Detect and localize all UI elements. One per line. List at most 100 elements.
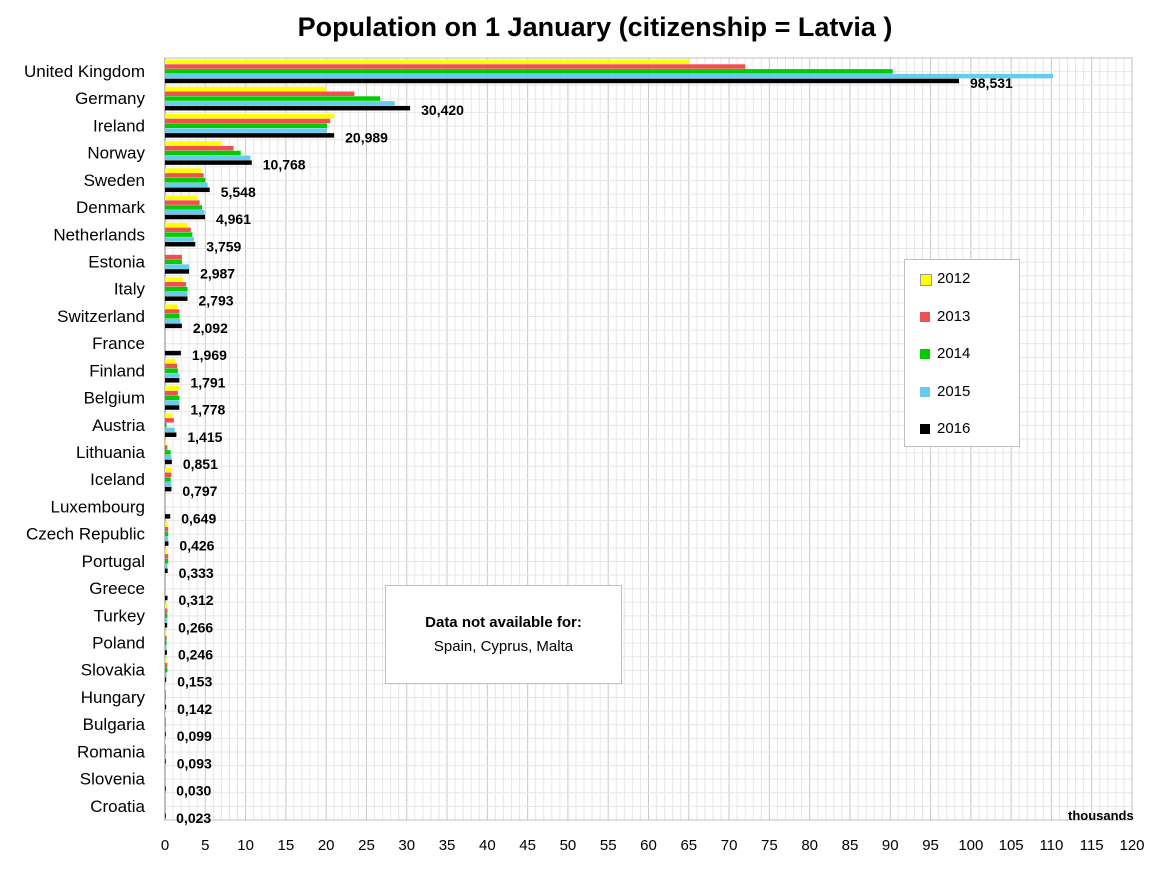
bar-2016 <box>165 568 168 574</box>
bar-2014 <box>165 69 893 74</box>
data-label: 1,415 <box>187 429 222 445</box>
data-label: 0,851 <box>183 456 218 472</box>
category-label: Switzerland <box>57 307 145 326</box>
data-label: 4,961 <box>216 211 251 227</box>
x-tick-label: 5 <box>201 837 209 854</box>
data-label: 1,791 <box>190 374 225 390</box>
bar-2015 <box>165 73 1054 79</box>
category-label: France <box>92 334 145 353</box>
bar-2012 <box>165 549 168 554</box>
bar-2012 <box>165 59 689 64</box>
legend-item-2015: 2015 <box>920 383 970 401</box>
bar-2016 <box>165 269 190 274</box>
bar-2012 <box>165 386 180 391</box>
category-label: Iceland <box>90 470 145 489</box>
x-tick-label: 45 <box>519 837 536 854</box>
category-label: Greece <box>89 579 145 598</box>
bar-2016 <box>165 541 169 546</box>
bar-2012 <box>165 113 335 119</box>
x-tick-label: 115 <box>1080 837 1104 854</box>
legend-label-2016: 2016 <box>937 420 971 437</box>
category-label: Slovenia <box>80 770 146 789</box>
bar-2015 <box>165 128 327 133</box>
bar-2012 <box>165 358 176 364</box>
bar-2014 <box>165 558 169 564</box>
bar-2015 <box>165 373 180 378</box>
category-label: Turkey <box>94 606 146 625</box>
bar-2015 <box>165 427 175 433</box>
x-tick-label: 80 <box>801 837 818 854</box>
bar-2014 <box>165 613 168 618</box>
bar-2012 <box>165 467 172 473</box>
data-label: 1,778 <box>190 402 225 418</box>
category-label: Germany <box>75 89 145 108</box>
bar-2013 <box>165 418 174 423</box>
data-label: 0,142 <box>177 701 212 717</box>
bar-2012 <box>165 603 168 609</box>
bar-2015 <box>165 101 395 106</box>
bar-2015 <box>165 454 172 460</box>
bar-2014 <box>165 123 327 129</box>
bar-2014 <box>165 205 203 210</box>
legend-swatch-2015 <box>920 387 930 397</box>
x-tick-label: 50 <box>560 837 577 854</box>
category-label: Hungary <box>81 688 146 707</box>
bar-2013 <box>165 173 204 178</box>
x-tick-label: 110 <box>1039 837 1063 854</box>
bar-2016 <box>165 786 166 791</box>
bar-2013 <box>165 254 182 260</box>
legend-swatch-2013 <box>920 312 930 322</box>
bar-2016 <box>165 214 205 220</box>
bar-2014 <box>165 640 167 646</box>
bar-2015 <box>165 536 169 542</box>
x-tick-label: 105 <box>999 837 1024 854</box>
bar-2016 <box>165 514 171 519</box>
bar-2014 <box>165 422 167 428</box>
data-label: 0,246 <box>178 647 213 663</box>
data-label: 0,023 <box>176 810 211 826</box>
x-tick-label: 15 <box>278 837 295 854</box>
bar-2016 <box>165 296 188 301</box>
x-tick-label: 85 <box>842 837 859 854</box>
legend-swatch-2012 <box>920 274 932 286</box>
bar-2015 <box>165 482 172 487</box>
category-label: Finland <box>89 361 145 380</box>
bar-2014 <box>165 314 180 319</box>
category-label: Denmark <box>76 198 145 217</box>
bar-2016 <box>165 622 168 628</box>
bar-2016 <box>165 105 411 111</box>
category-label: Norway <box>87 144 145 163</box>
bar-2012 <box>165 522 169 527</box>
bar-2013 <box>165 445 168 450</box>
bar-2012 <box>165 168 202 173</box>
bar-2013 <box>165 472 172 478</box>
bar-2016 <box>165 432 177 437</box>
bar-2016 <box>165 405 180 410</box>
data-label: 0,312 <box>179 592 214 608</box>
category-label: Portugal <box>82 552 145 571</box>
bar-2013 <box>165 744 166 750</box>
bar-2015 <box>165 672 167 678</box>
category-label: United Kingdom <box>24 62 145 81</box>
bar-2014 <box>165 749 166 754</box>
bar-2012 <box>165 413 173 418</box>
data-label: 2,987 <box>200 266 235 282</box>
bar-2015 <box>165 699 166 705</box>
bar-2014 <box>165 96 381 101</box>
bar-2013 <box>165 200 200 205</box>
category-label: Italy <box>114 280 146 299</box>
x-tick-label: 25 <box>358 837 375 854</box>
bar-2013 <box>165 145 234 151</box>
data-label: 2,793 <box>199 293 234 309</box>
bar-2016 <box>165 187 210 193</box>
x-tick-label: 120 <box>1119 837 1144 854</box>
bar-2016 <box>165 677 167 682</box>
bar-2012 <box>165 631 167 636</box>
bar-2016 <box>165 650 167 655</box>
bar-2014 <box>165 667 168 673</box>
category-label: Estonia <box>88 253 145 272</box>
annotation-box: Data not available for: Spain, Cyprus, M… <box>385 585 622 684</box>
bar-2012 <box>165 712 166 718</box>
bar-2014 <box>165 722 166 727</box>
